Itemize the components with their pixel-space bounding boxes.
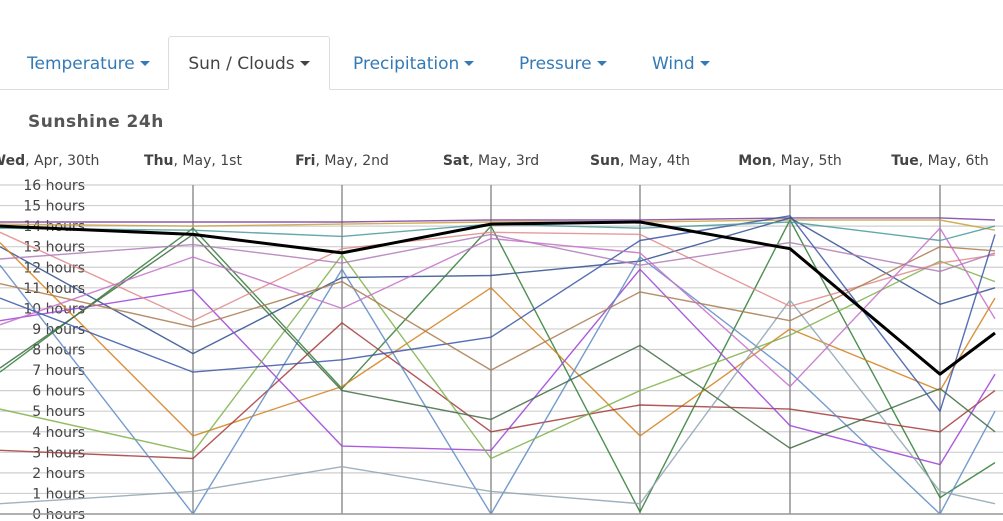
series-line: [0, 217, 996, 355]
tab-pressure[interactable]: Pressure: [519, 36, 607, 90]
tab-precipitation[interactable]: Precipitation: [353, 36, 475, 90]
x-tick-label: Mon, May, 5th: [738, 153, 842, 169]
y-tick-label: 7 hours: [32, 363, 85, 379]
series-line: [0, 242, 996, 437]
chart-title: Sunshine 24h: [28, 112, 164, 132]
x-tick-label: Thu, May, 1st: [144, 153, 242, 169]
tab-pressure-label: Pressure: [519, 54, 592, 74]
chevron-down-icon: [299, 61, 310, 66]
y-tick-label: 16 hours: [23, 178, 85, 194]
tab-temperature-label: Temperature: [27, 54, 135, 74]
tab-wind-label: Wind: [652, 54, 695, 74]
y-tick-label: 5 hours: [32, 404, 85, 420]
series-line: [0, 299, 996, 505]
x-tick-label: Fri, May, 2nd: [295, 153, 389, 169]
chevron-down-icon: [139, 61, 150, 66]
chevron-down-icon: [699, 61, 710, 66]
series-line: [0, 245, 996, 371]
series-line: [0, 215, 996, 412]
series-line: [0, 268, 996, 466]
chevron-down-icon: [596, 61, 607, 66]
x-tick-label: Sat, May, 3rd: [443, 153, 539, 169]
y-tick-label: 12 hours: [23, 260, 85, 276]
series-line: [0, 256, 996, 515]
tab-temperature[interactable]: Temperature: [27, 36, 150, 90]
series-line: [0, 233, 996, 273]
tab-sun-clouds[interactable]: Sun / Clouds: [168, 36, 330, 90]
series-line: [0, 227, 996, 388]
series-line: [0, 254, 996, 460]
highlighted-series-line: [0, 220, 996, 376]
x-tick-label: Tue, May, 6th: [891, 153, 989, 169]
y-tick-label: 6 hours: [32, 384, 85, 400]
chart-tabs: Temperature Sun / Clouds Precipitation P…: [0, 36, 1003, 90]
tab-sun-clouds-label: Sun / Clouds: [188, 54, 295, 74]
tab-precipitation-label: Precipitation: [353, 54, 460, 74]
series-line: [0, 231, 996, 322]
chevron-down-icon: [464, 61, 475, 66]
series-line: [0, 221, 996, 242]
series-line: [0, 322, 996, 460]
series-line: [0, 219, 996, 513]
y-tick-label: 8 hours: [32, 343, 85, 359]
y-tick-label: 9 hours: [32, 322, 85, 338]
y-tick-label: 15 hours: [23, 199, 85, 215]
tab-wind[interactable]: Wind: [652, 36, 710, 90]
y-tick-label: 13 hours: [23, 240, 85, 256]
y-tick-label: 2 hours: [32, 466, 85, 482]
series-line: [0, 233, 996, 449]
x-tick-label: Sun, May, 4th: [590, 153, 690, 169]
series-line: [0, 217, 996, 223]
y-tick-label: 4 hours: [32, 425, 85, 441]
x-tick-label: Wed, Apr, 30th: [0, 153, 99, 169]
